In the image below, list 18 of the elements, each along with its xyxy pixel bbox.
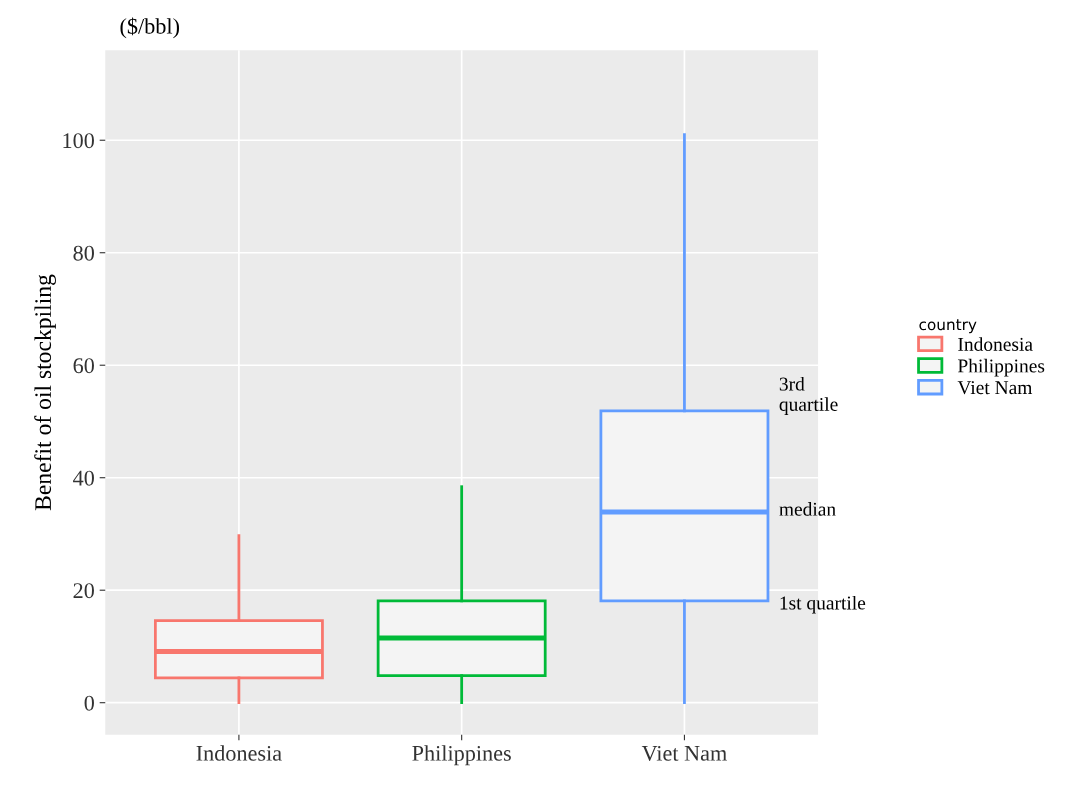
legend-label: Viet Nam bbox=[957, 381, 1033, 395]
legend-title: country bbox=[919, 319, 977, 334]
y-tick-label: 20 bbox=[73, 583, 94, 599]
legend-label: Philippines bbox=[957, 358, 1045, 377]
y-tick-label: 80 bbox=[73, 245, 94, 261]
annotation: 3rd quartile bbox=[779, 376, 838, 415]
legend-label: Indonesia bbox=[958, 337, 1033, 351]
y-tick-label: 0 bbox=[84, 695, 94, 711]
x-tick-label: Viet Nam bbox=[641, 745, 727, 761]
x-tick-label: Philippines bbox=[412, 745, 511, 766]
x-tick-label: Indonesia bbox=[196, 745, 282, 761]
chart-title: ($/bbl) bbox=[120, 17, 180, 39]
y-tick-label: 100 bbox=[63, 133, 94, 149]
y-axis-title: Benefit of oil stockpiling bbox=[34, 274, 56, 511]
y-tick-label: 40 bbox=[73, 470, 94, 486]
annotation: 1st quartile bbox=[780, 595, 866, 614]
annotation: median bbox=[779, 502, 836, 516]
y-tick-label: 60 bbox=[73, 358, 94, 374]
